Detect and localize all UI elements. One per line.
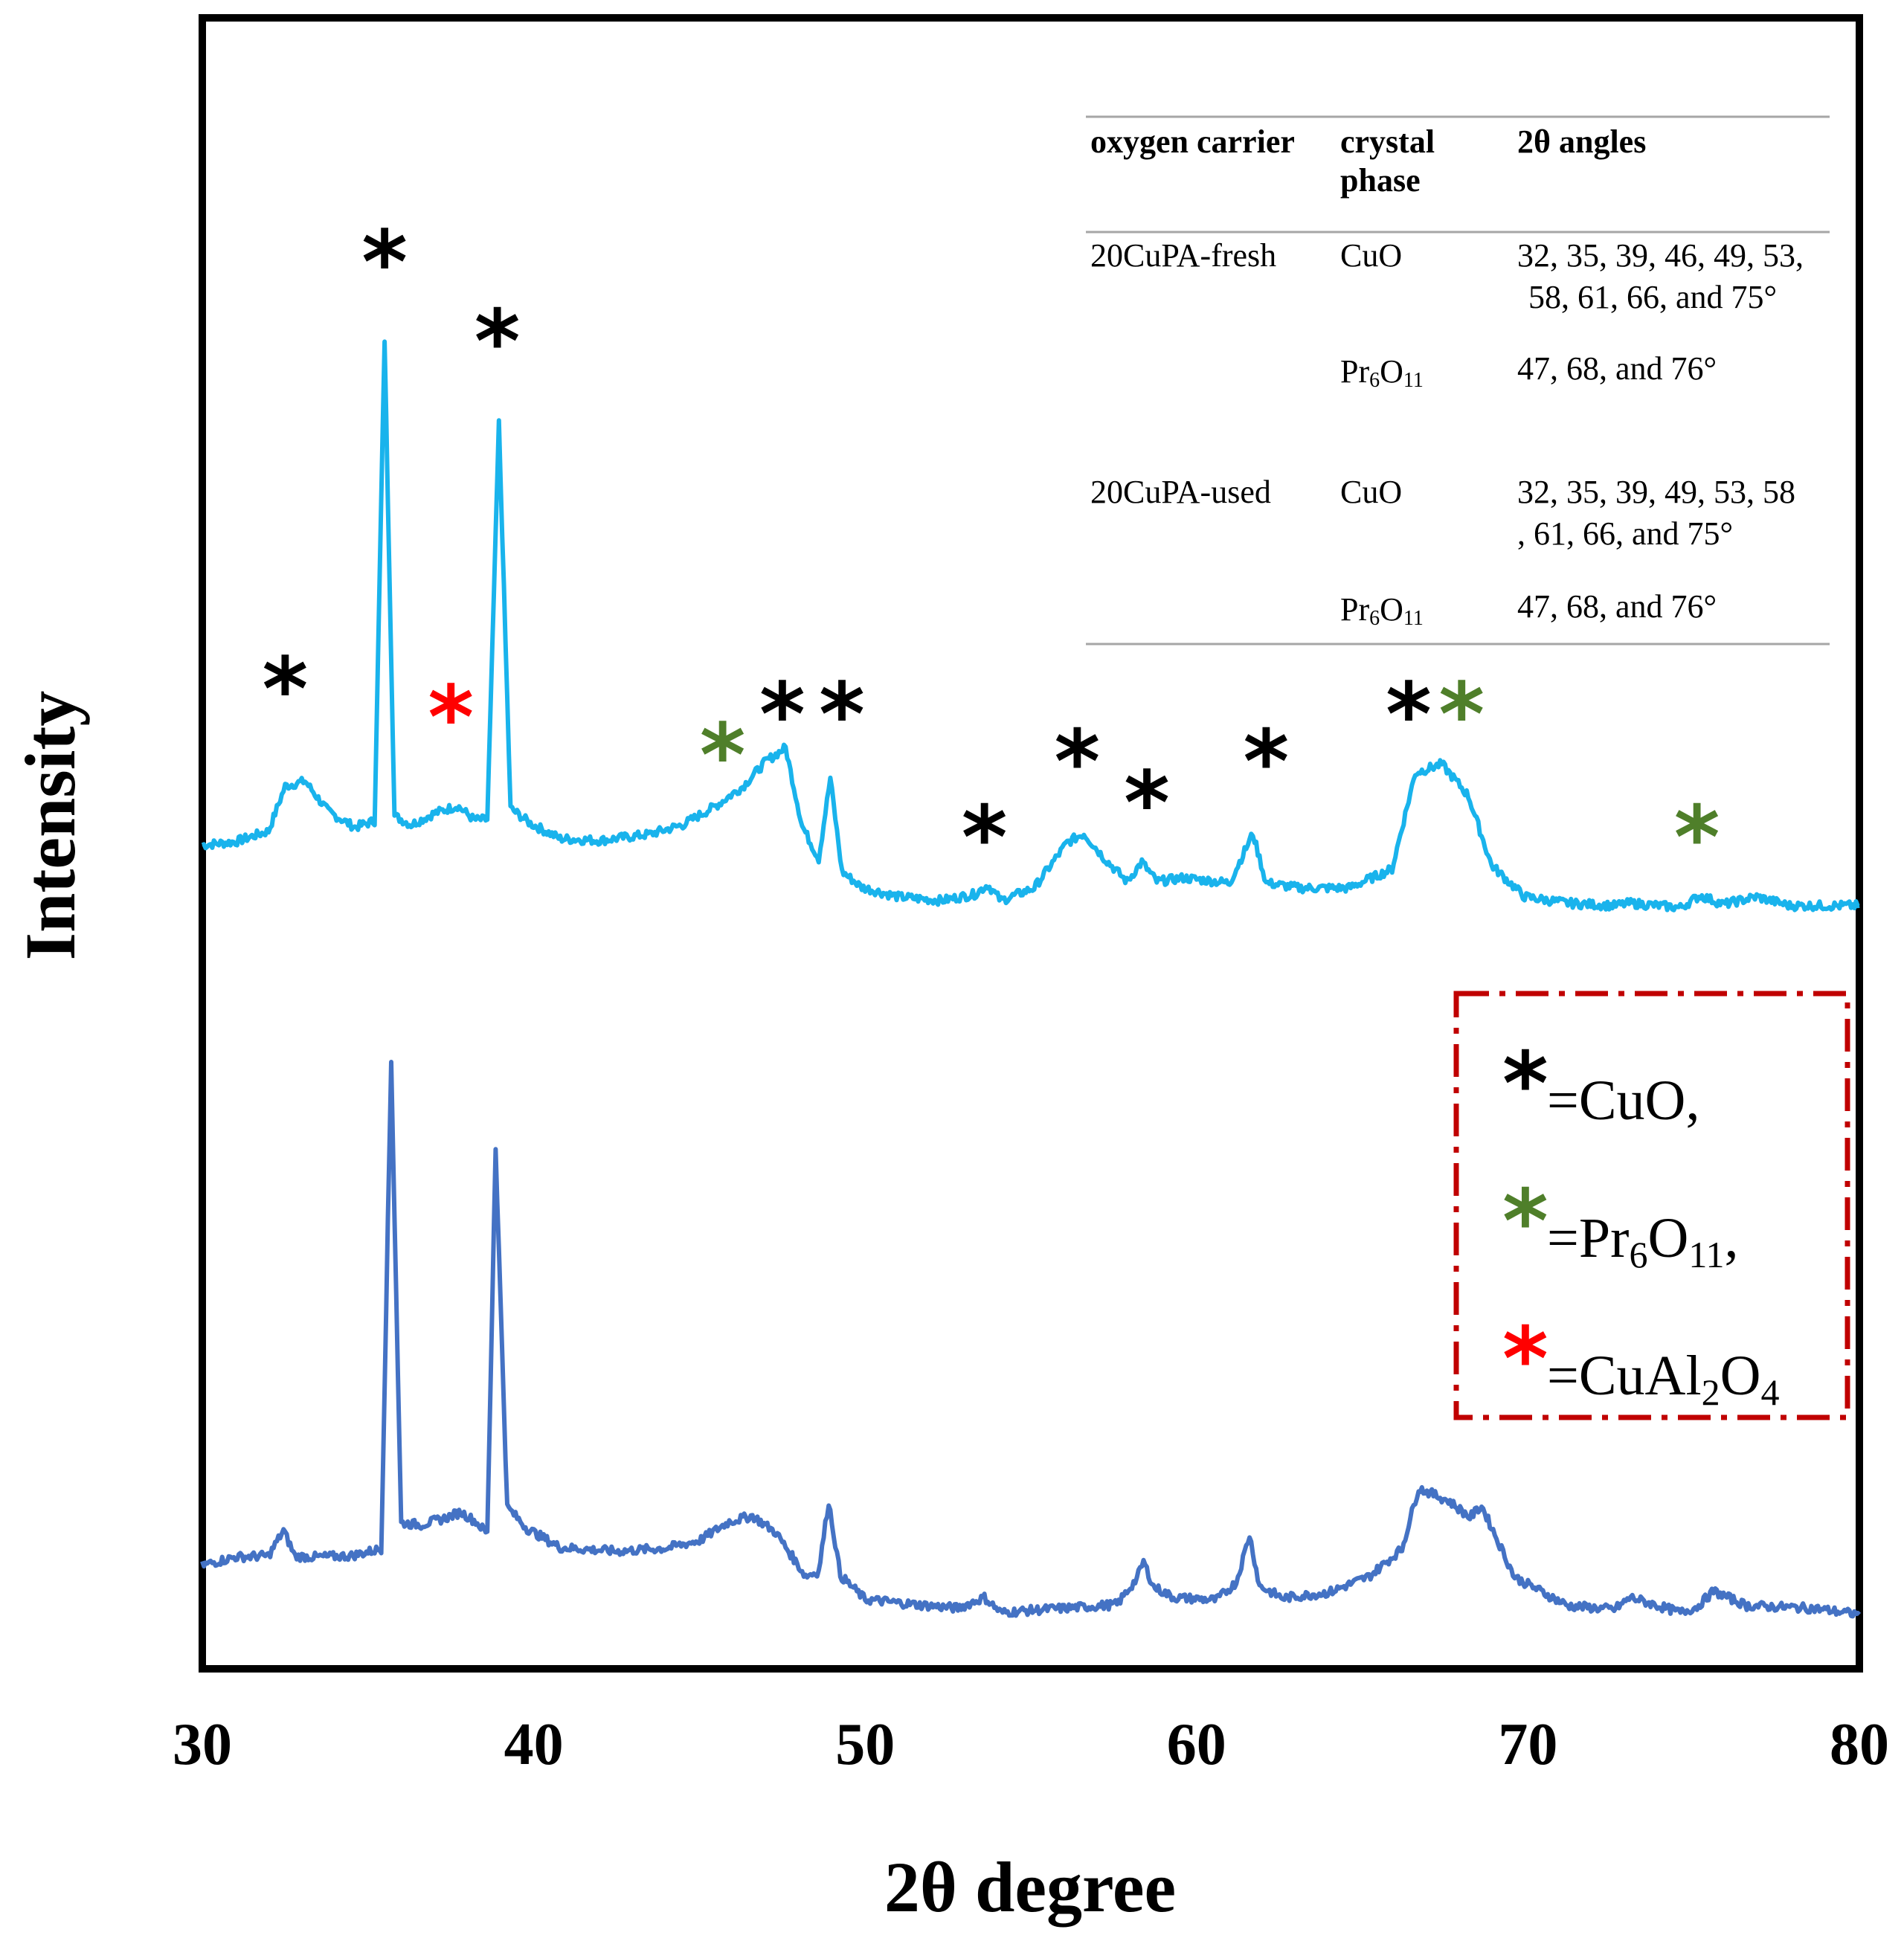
legend-label-cuo: =CuO, <box>1547 1069 1699 1132</box>
table-row-angles-cont: 58, 61, 66, and 75° <box>1528 279 1777 315</box>
table-row-carrier: 20CuPA-used <box>1090 474 1271 510</box>
annotation-star-cuo: * <box>1386 663 1432 765</box>
table-header-angles: 2θ angles <box>1517 123 1646 160</box>
annotation-star-cuo: * <box>263 637 309 740</box>
annotation-star-cual2o4: * <box>428 666 474 769</box>
annotation-star-cuo: * <box>1055 710 1101 813</box>
table-row-phase: CuO <box>1340 237 1402 274</box>
x-tick-label: 70 <box>1498 1712 1557 1777</box>
legend-star-pr6o11: * <box>1502 1170 1548 1272</box>
legend-label-pr6o11: =Pr6O11, <box>1547 1207 1738 1275</box>
annotation-star-cuo: * <box>819 663 865 765</box>
x-tick-label: 30 <box>173 1712 232 1777</box>
annotation-star-cuo: * <box>759 663 805 765</box>
table-row-phase: Pr6O11 <box>1340 353 1424 392</box>
legend-border <box>1453 991 1850 1420</box>
table-header-carrier: oxygen carrier <box>1090 123 1295 160</box>
table-row-angles: 32, 35, 39, 49, 53, 58 <box>1517 474 1795 510</box>
table-row-carrier: 20CuPA-fresh <box>1090 237 1276 274</box>
x-tick-labels: 30 40 50 60 70 80 <box>173 1712 1889 1777</box>
annotation-star-cuo: * <box>962 786 1008 889</box>
annotation-star-cuo: * <box>1244 710 1290 813</box>
table-row-phase: CuO <box>1340 474 1402 510</box>
annotation-star-cuo: * <box>361 211 408 314</box>
legend-star-cual2o4: * <box>1502 1307 1548 1410</box>
x-tick-label: 50 <box>835 1712 895 1777</box>
x-tick-label: 80 <box>1830 1712 1889 1777</box>
annotation-star-pr6o11: * <box>1438 663 1485 765</box>
x-tick-label: 40 <box>504 1712 564 1777</box>
table-row-phase: Pr6O11 <box>1340 591 1424 630</box>
legend: * =CuO, * =Pr6O11, * =CuAl2O4 <box>1453 991 1850 1420</box>
annotation-star-pr6o11: * <box>1674 786 1720 889</box>
x-axis-title: 2θ degree <box>884 1847 1176 1927</box>
series-line-fresh <box>201 339 1860 912</box>
annotation-star-cuo: * <box>475 290 521 393</box>
annotation-star-pr6o11: * <box>700 704 746 807</box>
annotation-star-cuo: * <box>1124 751 1170 854</box>
y-axis-title: Intensity <box>10 691 90 961</box>
series-layer <box>200 339 1862 1619</box>
legend-star-cuo: * <box>1502 1032 1548 1135</box>
table-row-angles: 32, 35, 39, 46, 49, 53, <box>1517 237 1804 274</box>
table-row-angles: 47, 68, and 76° <box>1517 350 1717 387</box>
table-header-crystal: crystal <box>1340 123 1435 160</box>
table-row-angles-cont: , 61, 66, and 75° <box>1517 515 1733 552</box>
table-row-angles: 47, 68, and 76° <box>1517 588 1717 625</box>
legend-label-cual2o4: =CuAl2O4 <box>1547 1345 1779 1413</box>
inset-table: oxygen carrier crystal phase 2θ angles 2… <box>1086 115 1830 646</box>
annotation-stars: **** * * *** * * * ** <box>263 211 1720 889</box>
table-header-phase: phase <box>1340 162 1421 199</box>
series-line-used <box>200 1060 1862 1619</box>
x-tick-label: 60 <box>1167 1712 1226 1777</box>
